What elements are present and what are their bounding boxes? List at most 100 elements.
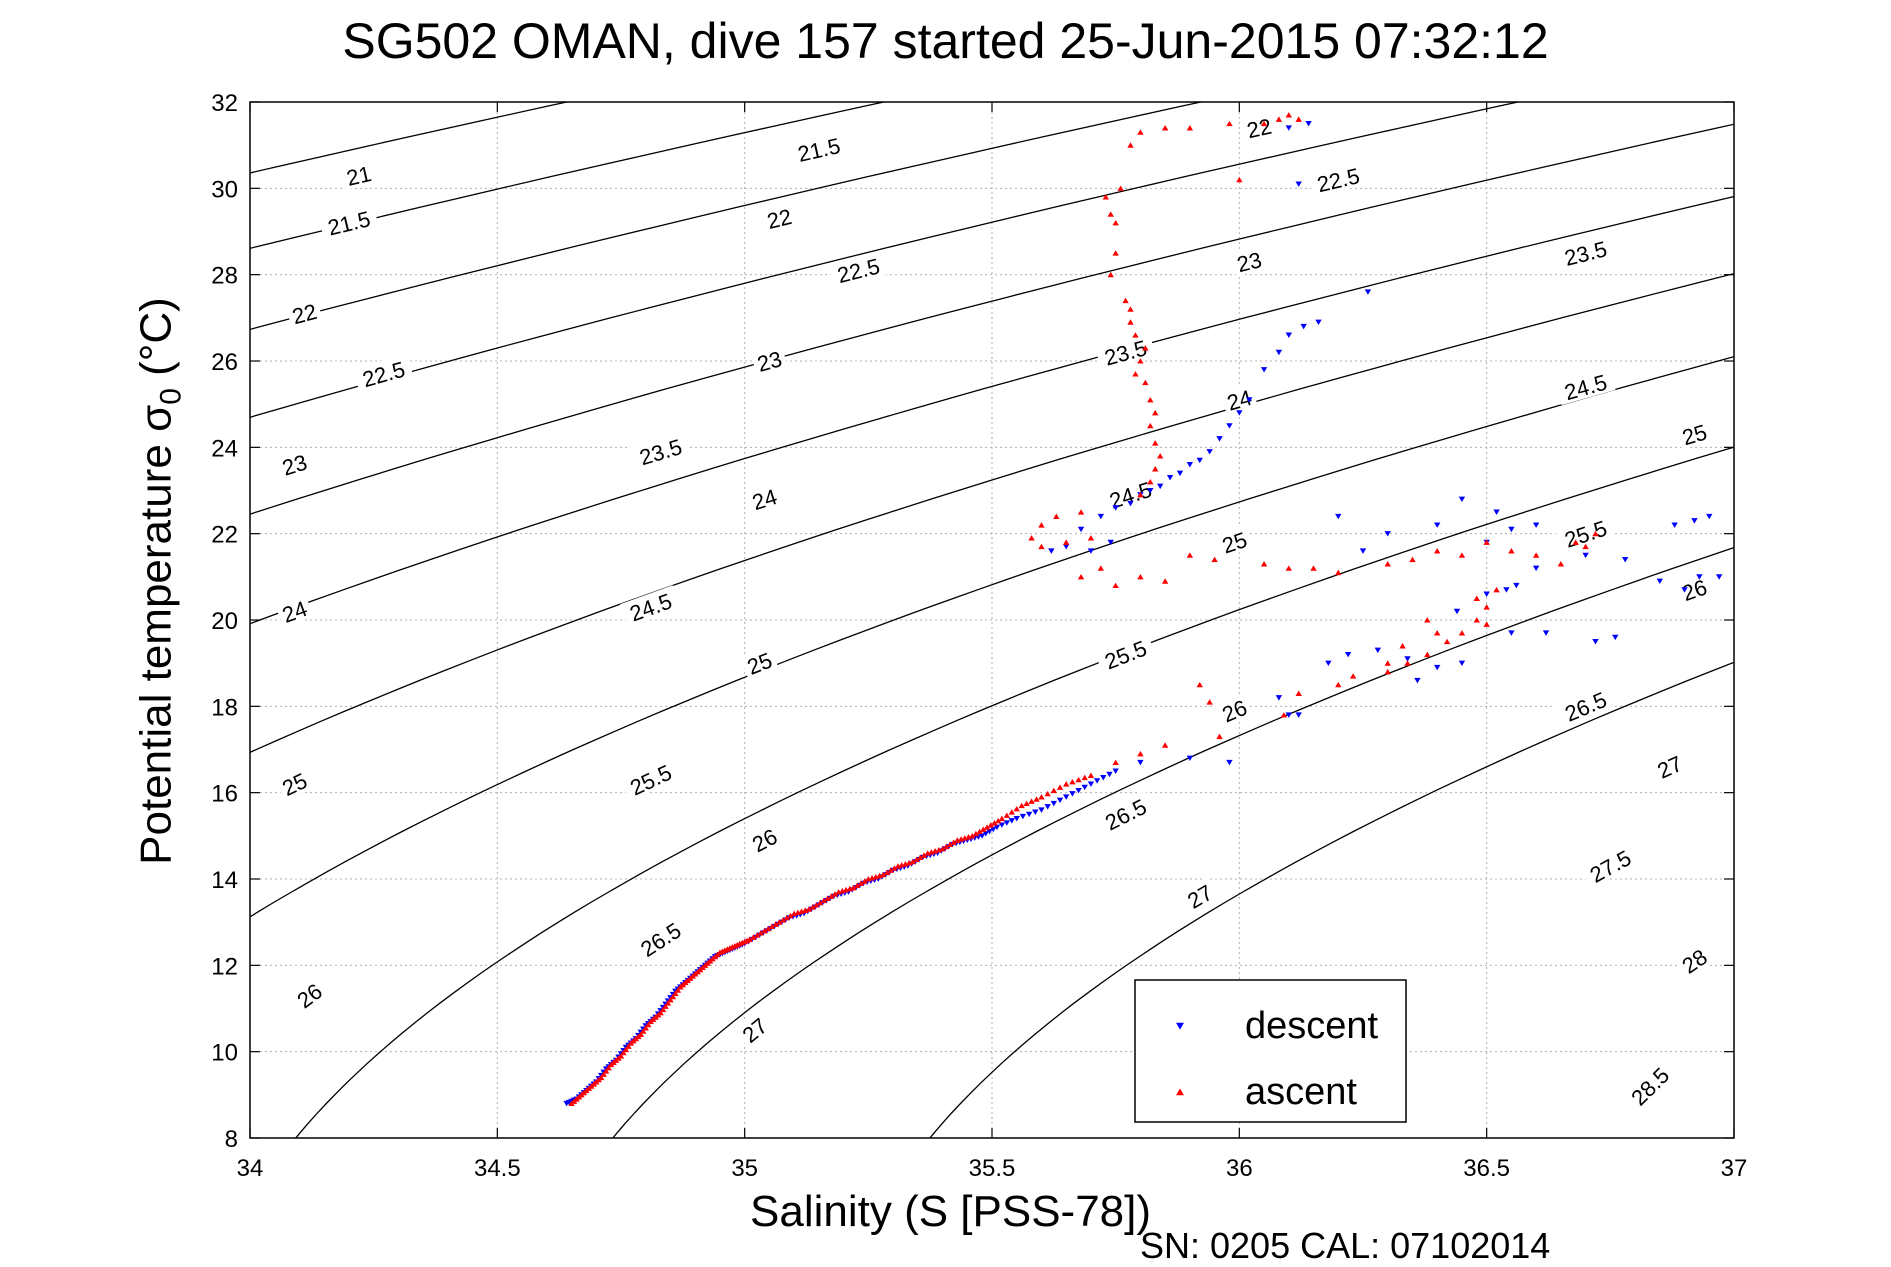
contour-label-text: 24.5	[626, 588, 675, 626]
ascent-point	[1434, 630, 1441, 636]
contour-label-text: 23.5	[637, 434, 685, 470]
contour-label-bg	[353, 353, 414, 392]
descent-point	[982, 831, 990, 837]
contour-label-bg	[285, 296, 323, 329]
contour-label-bg	[828, 250, 889, 288]
contour-label-bg	[1094, 790, 1156, 837]
contour-label-bg	[1099, 473, 1161, 514]
contour-label-bg	[275, 593, 314, 628]
descent-point	[1216, 436, 1223, 442]
ascent-point	[802, 907, 809, 913]
contour-label-text: 23	[1234, 247, 1264, 277]
legend-ascent-label: ascent	[1245, 1071, 1357, 1113]
ascent-point	[1196, 681, 1203, 688]
descent-point	[1285, 332, 1292, 338]
x-tick-label: 36.5	[1463, 1155, 1510, 1182]
ascent-point	[605, 1064, 612, 1071]
ascent-point	[824, 895, 831, 901]
ascent-point	[1142, 379, 1149, 386]
descent-point	[1404, 656, 1411, 662]
contour-label: 22	[760, 202, 798, 234]
descent-point	[1013, 816, 1020, 822]
descent-point	[1176, 470, 1184, 477]
contour-label-text: 23.5	[1562, 236, 1610, 271]
contour-label-text: 22.5	[1315, 163, 1362, 197]
contour-label: 26	[1214, 692, 1254, 727]
ascent-point	[667, 996, 674, 1003]
contour-label: 26.5	[1094, 790, 1156, 837]
descent-point	[1532, 565, 1540, 572]
contour-label: 25.5	[1094, 632, 1156, 675]
contour-label: 24	[1220, 382, 1258, 416]
ascent-point	[1295, 690, 1302, 696]
ascent-point	[1102, 194, 1109, 200]
contour-label: 23.5	[1095, 332, 1156, 371]
descent-point	[1003, 820, 1011, 826]
contour-label-bg	[1095, 332, 1156, 371]
contour-label-text: 26	[292, 979, 327, 1014]
descent-point	[1458, 496, 1466, 503]
y-tick-label: 28	[211, 263, 238, 290]
descent-point	[1508, 526, 1515, 533]
y-axis-label-sub: 0	[154, 388, 188, 405]
ascent-point	[1483, 621, 1490, 627]
ascent-point	[1063, 781, 1070, 787]
ascent-point	[1152, 440, 1159, 446]
y-tick-label: 30	[211, 176, 238, 203]
ascent-point	[820, 897, 828, 904]
ascent-point	[1028, 535, 1035, 541]
ascent-point	[980, 826, 987, 832]
descent-series	[563, 121, 1723, 1107]
contour-label-bg	[619, 585, 681, 627]
ascent-point	[1132, 332, 1139, 338]
contour-label: 22.5	[1308, 160, 1369, 197]
ascent-point	[920, 852, 928, 858]
ascent-point	[1127, 319, 1134, 325]
contour-label: 22	[285, 296, 323, 329]
contour-label-text: 27	[738, 1013, 773, 1048]
contour-label-bg	[1220, 382, 1258, 415]
contour-label: 23	[1230, 245, 1268, 277]
y-axis-label-unit: (°C)	[131, 297, 181, 376]
descent-point	[1056, 797, 1064, 804]
x-tick-label: 34	[237, 1155, 264, 1182]
grid-lines	[250, 102, 1734, 1138]
contour-label-bg	[750, 344, 788, 376]
ascent-point	[1003, 812, 1011, 818]
ascent-point	[1077, 573, 1085, 580]
descent-point	[1081, 784, 1088, 791]
descent-point	[1069, 791, 1076, 797]
contour-label: 25	[739, 645, 779, 680]
ascent-point	[1112, 219, 1119, 226]
ascent-point	[1107, 211, 1114, 217]
descent-point	[1050, 800, 1058, 807]
contour-label-text: 25.5	[1101, 636, 1150, 675]
density-contour-line	[612, 546, 1734, 1138]
contour-label-bg	[1675, 417, 1713, 450]
descent-point	[1100, 774, 1107, 781]
y-axis-label: Potential temperature σ0 (°C)	[132, 297, 189, 865]
descent-point	[1295, 712, 1302, 718]
descent-point	[1453, 608, 1461, 615]
density-contour-line	[250, 102, 887, 250]
descent-point	[1246, 397, 1253, 403]
descent-point	[1087, 781, 1095, 787]
descent-point	[993, 824, 1001, 831]
descent-point	[1063, 794, 1070, 800]
x-tick-label: 37	[1721, 1155, 1748, 1182]
y-tick-label: 24	[211, 435, 238, 462]
contour-label: 21.5	[788, 130, 849, 167]
ascent-point	[972, 830, 980, 837]
ascent-point	[753, 932, 761, 938]
ascent-point	[1112, 759, 1119, 766]
ascent-point	[1532, 552, 1540, 558]
ascent-point	[809, 904, 816, 910]
descent-point	[1493, 509, 1500, 515]
ascent-point	[1483, 604, 1490, 610]
ascent-point	[724, 946, 731, 952]
ascent-point	[1122, 297, 1129, 304]
contour-labels: 21 21.5 21.5 22 22 22 22.5 22.5 22.5 23 23 23 23.5 23…	[274, 111, 1714, 1114]
contour-label-text: 26.5	[1561, 687, 1610, 727]
contour-label-bg	[1308, 160, 1369, 197]
